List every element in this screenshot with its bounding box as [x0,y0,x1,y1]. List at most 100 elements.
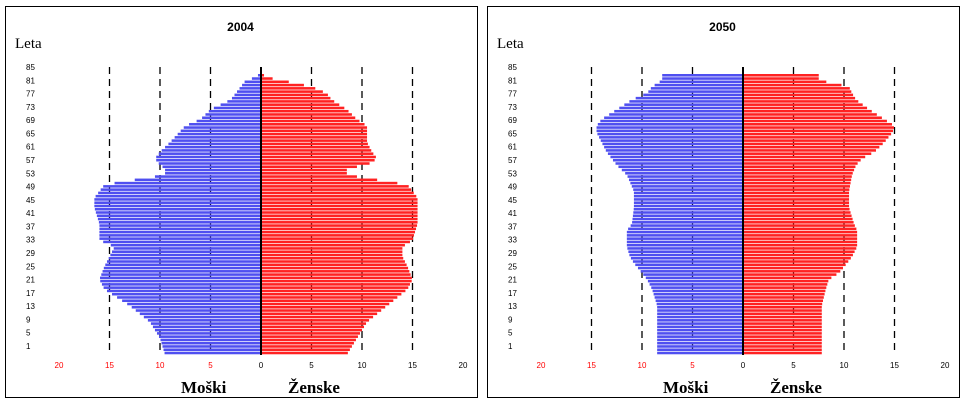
female-bar [743,178,852,182]
male-bar [653,292,743,296]
female-bar [261,217,418,221]
male-bar [633,188,743,191]
male-bar [632,214,743,218]
male-bar [657,328,743,332]
male-bar [609,113,743,116]
male-bar [627,247,743,250]
male-bar [98,191,261,195]
male-bar [628,227,743,231]
female-bar [261,83,304,87]
female-bar [261,296,398,299]
male-bar [163,348,261,352]
female-bar [743,194,850,198]
male-bar [656,302,743,306]
female-bar [743,129,893,133]
male-bar [112,250,262,253]
male-axis-label: Moški [181,378,227,397]
female-bar [743,266,843,270]
female-bar [261,162,370,165]
male-bar [99,224,262,227]
male-bar [150,322,261,325]
female-bar [743,250,855,253]
male-bar [99,230,262,234]
male-bar [650,87,743,90]
male-bar [171,139,261,142]
male-bar [632,221,743,224]
male-bar [618,165,743,169]
male-bar [99,234,262,237]
y-tick-label: 41 [508,209,517,218]
female-bar [743,172,853,175]
y-tick-label: 65 [26,129,35,138]
female-bar [743,256,851,260]
y-tick-label: 49 [26,183,35,192]
male-bar [160,338,261,342]
male-bar [231,96,261,100]
male-bar [657,332,743,335]
male-bar [615,162,743,165]
male-bar [604,116,743,120]
female-bar [743,263,846,267]
male-bar [100,279,261,283]
female-bar [743,286,827,289]
female-bar [261,250,403,253]
male-bar [158,335,261,338]
female-bar [743,191,850,195]
female-bar [743,145,880,149]
female-bar [261,338,356,342]
female-bar [261,116,356,120]
male-bar [158,162,261,165]
male-bar [631,185,743,188]
y-tick-label: 45 [508,196,517,205]
female-bar [743,237,858,240]
female-bar [743,119,887,123]
male-bar [596,126,743,129]
male-bar [94,207,261,211]
female-bar [743,273,837,276]
male-bar [626,240,743,244]
male-bar [135,309,261,312]
male-bar [158,152,261,155]
y-tick-label: 73 [26,103,35,112]
male-bar [651,286,743,289]
y-tick-label: 81 [508,76,517,85]
male-bar [110,253,261,257]
male-bar [105,263,262,267]
female-bar [743,142,883,146]
female-bar [261,315,374,319]
female-bar [261,119,360,123]
female-bar [261,142,368,146]
female-bar [743,77,819,80]
y-tick-label: 77 [508,90,517,99]
y-tick-label: 61 [26,143,35,152]
male-bar [635,263,743,267]
y-tick-label: 73 [508,103,517,112]
x-tick-label: 5 [690,361,695,370]
male-bar [600,139,743,142]
female-bar [743,332,822,335]
female-bar [261,152,374,155]
female-bar [261,234,415,237]
male-bar [164,351,261,355]
male-bar [612,158,743,162]
female-bar [261,240,410,244]
female-bar [261,270,410,273]
female-bar [743,185,850,188]
chart-title: 2004 [227,20,254,34]
male-bar [628,178,743,182]
female-bar [743,322,822,325]
male-bar [635,96,743,100]
y-tick-label: 49 [508,183,517,192]
male-bar [177,132,261,136]
y-tick-label: 33 [508,236,517,245]
male-bar [94,204,261,208]
female-bar [743,341,822,345]
y-tick-label: 57 [26,156,35,165]
male-bar [122,299,261,303]
male-bar [657,312,743,316]
female-bar [261,168,347,172]
female-bar [261,158,375,162]
male-bar [174,136,261,139]
y-tick-label: 13 [26,302,35,311]
male-bar [239,87,261,90]
